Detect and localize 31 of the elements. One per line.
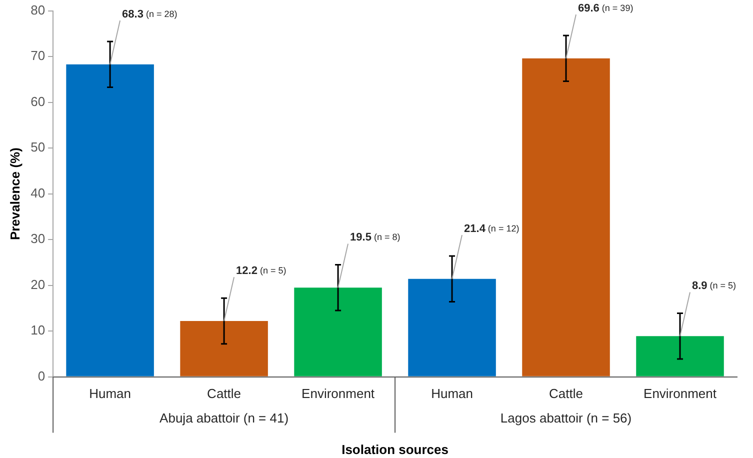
y-tick-label: 30 [30,231,46,246]
y-axis-title: Prevalence (%) [7,148,22,240]
x-tick-label: Cattle [549,386,583,402]
y-tick-label: 0 [38,368,46,384]
data-label: 68.3 (n = 28) [122,8,178,20]
bar [636,336,724,376]
x-tick-label: Human [89,386,132,402]
data-label: 19.5 (n = 8) [350,232,400,244]
bar [66,64,154,376]
x-tick-label: Environment [644,386,717,402]
data-label: 8.9 (n = 5) [692,280,736,292]
data-label: 21.4 (n = 12) [464,223,520,236]
data-label: 69.6 (n = 39) [578,2,634,15]
x-tick-label: Human [431,386,473,402]
x-tick-label: Cattle [207,386,242,402]
bar [522,58,610,376]
y-tick-label: 80 [30,2,46,18]
data-label: 12.2 (n = 5) [236,265,286,278]
x-axis-title: Isolation sources [342,442,448,457]
text: Abuja abattoir (n = 41) [160,410,289,426]
text: Lagos abattoir (n = 56) [500,410,632,426]
y-tick-label: 70 [30,48,46,64]
bar [408,278,496,376]
y-tick-label: 10 [30,322,46,338]
y-tick-label: 50 [30,140,46,155]
x-tick-label: Environment [302,386,375,402]
bar [180,320,268,376]
y-tick-label: 40 [30,185,46,200]
bar [294,288,382,376]
y-tick-label: 20 [30,276,46,292]
y-tick-label: 60 [30,94,46,109]
